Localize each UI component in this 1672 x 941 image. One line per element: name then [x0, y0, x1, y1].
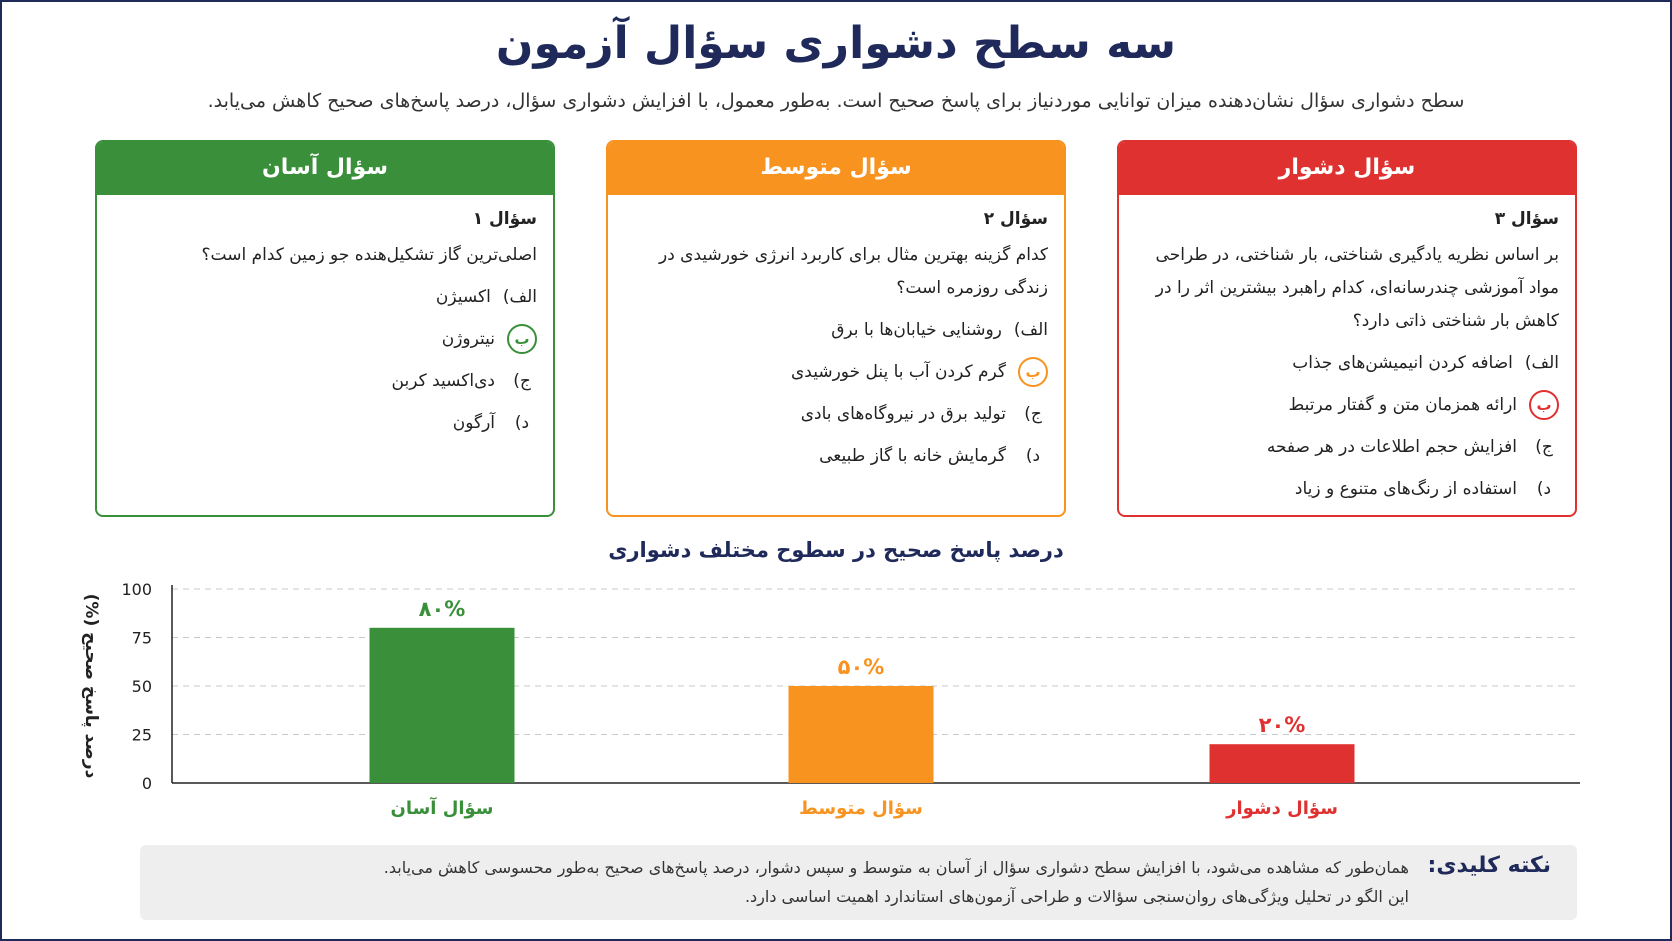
bar-value-label: ۲۰%: [1259, 713, 1306, 737]
option-c[interactable]: ج) افزایش حجم اطلاعات در هر صفحه: [1135, 426, 1559, 468]
key-note-box: نکته کلیدی: همان‌طور که مشاهده می‌شود، ب…: [140, 845, 1577, 920]
page-subtitle: سطح دشواری سؤال نشان‌دهنده میزان توانایی…: [207, 90, 1465, 112]
option-b-correct[interactable]: ب گرم کردن آب با پنل خورشیدی: [624, 351, 1048, 393]
option-letter: د): [1536, 479, 1552, 499]
option-text: نیتروژن: [441, 329, 495, 349]
option-b-correct[interactable]: ب ارائه همزمان متن و گفتار مرتبط: [1135, 384, 1559, 426]
correct-answer-circle: ب: [1529, 390, 1559, 420]
option-a[interactable]: الف) روشنایی خیابان‌ها با برق: [624, 309, 1048, 351]
y-tick-label: 75: [132, 629, 152, 648]
option-letter: الف): [502, 287, 537, 307]
medium-question-card: سؤال متوسط سؤال ۲ کدام گزینه بهترین مثال…: [606, 140, 1066, 517]
medium-card-header: سؤال متوسط: [608, 142, 1064, 195]
bar-value-label: ۸۰%: [419, 597, 466, 621]
option-text: استفاده از رنگ‌های متنوع و زیاد: [1294, 479, 1517, 499]
option-text: ارائه همزمان متن و گفتار مرتبط: [1288, 395, 1517, 415]
key-note-line-2: این الگو در تحلیل ویژگی‌های روان‌سنجی سؤ…: [744, 887, 1409, 906]
question-number: سؤال ۲: [983, 209, 1048, 229]
option-b-correct[interactable]: ب نیتروژن: [113, 318, 537, 360]
key-note-line-1: همان‌طور که مشاهده می‌شود، با افزایش سطح…: [383, 858, 1409, 877]
question-text: کدام گزینه بهترین مثال برای کاربرد انرژی…: [659, 245, 1048, 298]
option-text: روشنایی خیابان‌ها با برق: [831, 320, 1002, 340]
option-text: افزایش حجم اطلاعات در هر صفحه: [1266, 437, 1517, 457]
y-axis-label: درصد پاسخ صحیح (%): [81, 594, 101, 779]
easy-card-header: سؤال آسان: [97, 142, 553, 195]
correct-answer-circle: ب: [507, 324, 537, 354]
question-text: بر اساس نظریه یادگیری شناختی، بار شناختی…: [1155, 245, 1559, 331]
y-tick-label: 0: [142, 774, 152, 793]
option-text: دی‌اکسید کربن: [391, 371, 495, 391]
option-letter: ج): [513, 371, 531, 391]
bar-3: [1209, 744, 1355, 783]
option-a[interactable]: الف) اضافه کردن انیمیشن‌های جذاب: [1135, 342, 1559, 384]
page-title: سه سطح دشواری سؤال آزمون: [495, 18, 1177, 69]
question-number: سؤال ۱: [472, 209, 537, 229]
hard-card-header: سؤال دشوار: [1119, 142, 1575, 195]
option-d[interactable]: د) گرمایش خانه با گاز طبیعی: [624, 435, 1048, 477]
option-text: تولید برق در نیروگاه‌های بادی: [800, 404, 1006, 424]
category-label: سؤال متوسط: [799, 798, 923, 819]
options-list: الف) روشنایی خیابان‌ها با برق ب گرم کردن آ…: [624, 309, 1048, 477]
bar-1: [369, 627, 515, 783]
option-letter: د): [514, 413, 530, 433]
y-tick-label: 100: [121, 580, 152, 599]
option-letter: د): [1025, 446, 1041, 466]
option-d[interactable]: د) استفاده از رنگ‌های متنوع و زیاد: [1135, 468, 1559, 510]
hard-question-card: سؤال دشوار سؤال ۳ بر اساس نظریه یادگیری …: [1117, 140, 1577, 517]
options-list: الف) اکسیژن ب نیتروژن ج) دی‌اکسید کربن د) آر…: [113, 276, 537, 444]
key-note-label: نکته کلیدی:: [1427, 853, 1551, 878]
option-text: اضافه کردن انیمیشن‌های جذاب: [1292, 353, 1513, 373]
question-number: سؤال ۳: [1494, 209, 1559, 229]
option-letter: ج): [1024, 404, 1042, 424]
option-text: گرمایش خانه با گاز طبیعی: [819, 446, 1006, 466]
option-letter: الف): [1524, 353, 1559, 373]
question-text: اصلی‌ترین گاز تشکیل‌هنده جو زمین کدام اس…: [201, 245, 537, 265]
chart-title: درصد پاسخ صحیح در سطوح مختلف دشواری: [608, 538, 1064, 562]
bar-value-label: ۵۰%: [838, 655, 885, 679]
option-c[interactable]: ج) تولید برق در نیروگاه‌های بادی: [624, 393, 1048, 435]
option-letter: الف): [1013, 320, 1048, 340]
option-letter: ج): [1535, 437, 1553, 457]
option-text: آرگون: [452, 413, 495, 433]
option-a[interactable]: الف) اکسیژن: [113, 276, 537, 318]
option-text: اکسیژن: [435, 287, 491, 307]
bar-2: [788, 686, 934, 783]
category-label: سؤال آسان: [390, 796, 493, 819]
category-label: سؤال دشوار: [1225, 798, 1338, 819]
key-note-text: همان‌طور که مشاهده می‌شود، با افزایش سطح…: [259, 853, 1409, 911]
options-list: الف) اضافه کردن انیمیشن‌های جذاب ب ارائه ه…: [1135, 342, 1559, 510]
bar-chart: 0 25 50 75 100 درصد پاسخ صحیح (%) ۸۰% سؤال آسان…: [81, 580, 1580, 819]
option-text: گرم کردن آب با پنل خورشیدی: [790, 362, 1006, 382]
y-tick-label: 50: [132, 677, 152, 696]
easy-question-card: سؤال آسان سؤال ۱ اصلی‌ترین گاز تشکیل‌هند…: [95, 140, 555, 517]
option-d[interactable]: د) آرگون: [113, 402, 537, 444]
y-tick-label: 25: [132, 726, 152, 745]
correct-answer-circle: ب: [1018, 357, 1048, 387]
option-c[interactable]: ج) دی‌اکسید کربن: [113, 360, 537, 402]
